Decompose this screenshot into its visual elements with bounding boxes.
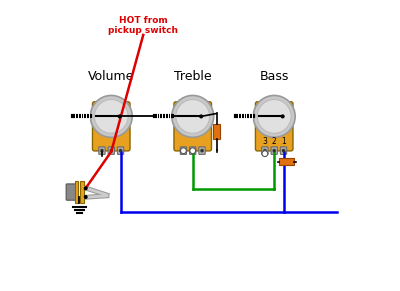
Text: Volume: Volume <box>88 70 134 83</box>
FancyBboxPatch shape <box>180 147 187 155</box>
Text: 1: 1 <box>281 137 286 146</box>
FancyBboxPatch shape <box>108 147 114 155</box>
Circle shape <box>119 149 122 152</box>
Circle shape <box>263 149 267 152</box>
FancyBboxPatch shape <box>256 102 293 151</box>
Text: Treble: Treble <box>174 70 212 83</box>
Circle shape <box>262 151 268 157</box>
FancyBboxPatch shape <box>99 147 105 155</box>
FancyBboxPatch shape <box>92 102 130 151</box>
FancyBboxPatch shape <box>280 147 287 155</box>
Bar <box>80 181 84 203</box>
Circle shape <box>118 114 122 118</box>
Bar <box>279 158 294 165</box>
Circle shape <box>84 186 88 190</box>
Bar <box>213 124 220 139</box>
FancyBboxPatch shape <box>117 147 124 155</box>
Circle shape <box>90 95 132 137</box>
FancyBboxPatch shape <box>199 147 205 155</box>
Text: 3: 3 <box>262 137 267 146</box>
Circle shape <box>84 195 88 199</box>
Text: 2: 2 <box>272 137 276 146</box>
Circle shape <box>190 148 196 154</box>
Circle shape <box>191 149 194 152</box>
Circle shape <box>281 114 285 118</box>
Circle shape <box>199 114 203 118</box>
Text: Bass: Bass <box>260 70 289 83</box>
Text: HOT from
pickup switch: HOT from pickup switch <box>108 16 178 36</box>
Bar <box>74 181 78 203</box>
Circle shape <box>176 100 210 133</box>
Circle shape <box>182 149 185 152</box>
Circle shape <box>282 149 285 152</box>
Circle shape <box>172 95 214 137</box>
Circle shape <box>272 149 276 152</box>
Circle shape <box>94 100 128 133</box>
Circle shape <box>180 148 186 154</box>
Circle shape <box>257 100 291 133</box>
Circle shape <box>200 149 204 152</box>
FancyBboxPatch shape <box>262 147 268 155</box>
FancyBboxPatch shape <box>174 102 212 151</box>
FancyBboxPatch shape <box>271 147 278 155</box>
FancyBboxPatch shape <box>190 147 196 155</box>
Circle shape <box>110 149 113 152</box>
Circle shape <box>253 95 295 137</box>
Circle shape <box>100 149 104 152</box>
FancyBboxPatch shape <box>66 184 76 200</box>
